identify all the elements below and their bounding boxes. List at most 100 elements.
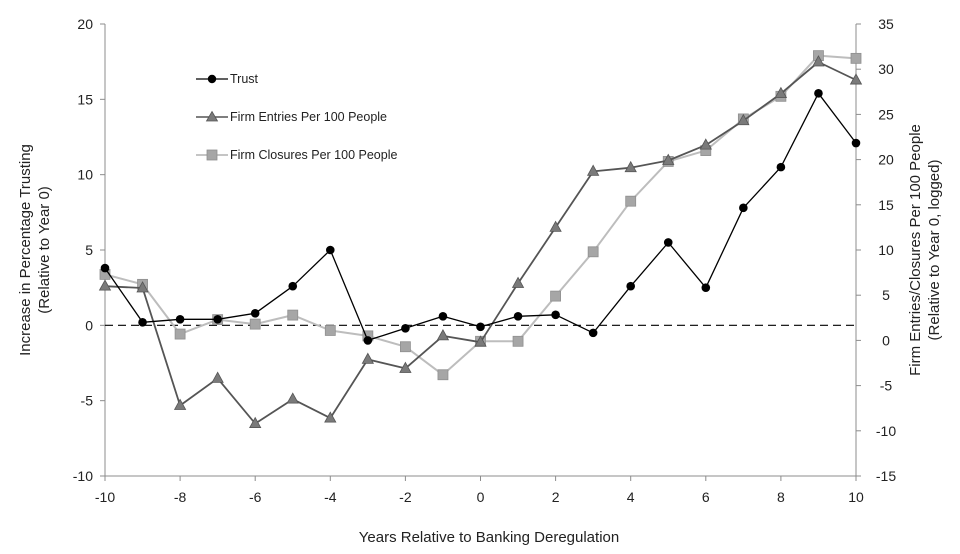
data-point-firm-entries — [812, 55, 825, 67]
data-point-trust — [739, 203, 748, 213]
left-y-tick-label: -10 — [73, 468, 93, 484]
x-tick-label: -10 — [95, 489, 115, 505]
right-y-tick-label: 25 — [878, 106, 894, 122]
right-y-tick-label: 30 — [878, 61, 894, 77]
axes-group — [104, 24, 857, 477]
right-y-tick-label: 10 — [878, 242, 894, 258]
left-y-tick-label: 0 — [85, 317, 93, 333]
legend-item-firm-entries: Firm Entries Per 100 People — [196, 110, 387, 124]
data-point-firm-entries — [549, 220, 562, 232]
data-point-firm-entries — [662, 153, 675, 165]
data-point-firm-entries — [624, 160, 637, 173]
left-y-axis-title-line-2: (Relative to Year 0) — [36, 186, 53, 314]
data-point-firm-entries — [699, 138, 712, 150]
x-tick-label: 2 — [552, 489, 560, 505]
legend-label-firm-entries: Firm Entries Per 100 People — [230, 110, 387, 124]
left-y-axis-title-line-1: Increase in Percentage Trusting — [17, 144, 34, 356]
data-point-trust — [100, 263, 110, 273]
data-point-trust — [363, 336, 373, 345]
x-axis-title: Years Relative to Banking Deregulation — [359, 529, 619, 546]
data-point-firm-closures — [550, 290, 561, 302]
data-point-trust — [513, 311, 523, 321]
right-y-axis-title-line-1: Firm Entries/Closures Per 100 People — [907, 124, 924, 376]
data-point-trust — [138, 318, 147, 327]
x-tick-label: -8 — [174, 489, 187, 505]
legend-swatch-closures-marker — [206, 149, 218, 161]
data-point-trust — [588, 328, 598, 338]
left-y-tick-label: 20 — [77, 16, 93, 32]
data-point-firm-entries — [511, 276, 525, 288]
data-point-firm-entries — [474, 335, 487, 347]
data-point-trust — [626, 281, 635, 291]
data-point-firm-entries — [286, 392, 299, 404]
data-point-firm-closures — [587, 246, 599, 258]
left-y-tick-label: 5 — [85, 242, 93, 258]
data-point-firm-entries — [136, 281, 149, 293]
right-y-tick-label: 15 — [878, 197, 894, 213]
data-point-trust — [776, 162, 786, 172]
data-point-firm-entries — [737, 113, 750, 126]
data-point-trust — [326, 245, 335, 255]
legend-swatch-entries-marker — [205, 110, 219, 122]
right-y-ticks: 35 30 25 20 15 10 5 0 -5 -10 -15 — [856, 16, 896, 484]
right-y-tick-label: -10 — [876, 423, 896, 439]
data-point-trust — [814, 89, 823, 98]
data-point-firm-entries — [586, 164, 600, 176]
data-point-firm-closures — [174, 328, 186, 340]
data-point-firm-closures — [512, 335, 524, 347]
axis-titles: Years Relative to Banking Deregulation I… — [17, 124, 943, 546]
right-y-axis-title-line-2: (Relative to Year 0, logged) — [926, 160, 943, 341]
x-tick-label: -4 — [324, 489, 337, 505]
legend: Trust Firm Entries Per 100 People Firm C… — [196, 72, 397, 162]
data-point-trust — [476, 322, 485, 332]
left-y-tick-label: -5 — [81, 393, 94, 409]
data-point-trust — [288, 281, 298, 291]
left-y-tick-label: 15 — [77, 91, 93, 107]
series-firm-entries — [98, 55, 863, 428]
data-point-firm-entries — [774, 86, 788, 99]
data-point-trust — [250, 308, 260, 318]
data-point-firm-entries — [249, 416, 262, 428]
x-tick-label: 0 — [477, 489, 485, 505]
left-y-ticks: 20 15 10 5 0 -5 -10 — [73, 16, 105, 484]
right-y-tick-label: -15 — [876, 468, 896, 484]
data-point-firm-entries — [211, 371, 224, 383]
data-point-firm-entries — [98, 279, 112, 291]
data-point-firm-closures — [287, 309, 299, 321]
data-point-trust — [438, 311, 448, 321]
data-point-trust — [701, 283, 711, 292]
series-line-trust — [104, 92, 857, 342]
data-point-firm-entries — [436, 329, 450, 341]
series-trust — [100, 89, 861, 345]
legend-swatch-trust-marker — [207, 74, 217, 84]
data-point-trust — [851, 138, 861, 148]
legend-label-trust: Trust — [230, 72, 259, 86]
x-tick-label: 4 — [627, 489, 635, 505]
x-tick-label: 8 — [777, 489, 785, 505]
data-point-firm-entries — [399, 361, 412, 373]
data-point-trust — [551, 310, 560, 320]
x-tick-label: -6 — [249, 489, 262, 505]
right-y-tick-label: 5 — [882, 287, 890, 303]
data-point-firm-entries — [361, 352, 375, 364]
right-y-tick-label: -5 — [880, 378, 893, 394]
data-point-firm-closures — [324, 325, 336, 336]
data-point-trust — [175, 315, 185, 324]
data-point-firm-closures — [437, 369, 449, 381]
data-point-trust — [213, 315, 222, 324]
left-y-tick-label: 10 — [77, 167, 93, 183]
data-point-trust — [663, 238, 673, 247]
x-tick-label: 6 — [702, 489, 710, 505]
legend-item-firm-closures: Firm Closures Per 100 People — [196, 148, 397, 162]
data-point-firm-entries — [324, 411, 337, 423]
right-y-tick-label: 35 — [878, 16, 894, 32]
x-ticks: -10 -8 -6 -4 -2 0 2 4 6 8 10 — [95, 476, 864, 505]
legend-label-firm-closures: Firm Closures Per 100 People — [230, 148, 397, 162]
legend-item-trust: Trust — [196, 72, 259, 86]
data-point-firm-closures — [249, 318, 261, 330]
data-point-firm-closures — [625, 195, 637, 207]
x-tick-label: 10 — [848, 489, 864, 505]
data-point-firm-entries — [173, 398, 187, 410]
x-tick-label: -2 — [399, 489, 412, 505]
